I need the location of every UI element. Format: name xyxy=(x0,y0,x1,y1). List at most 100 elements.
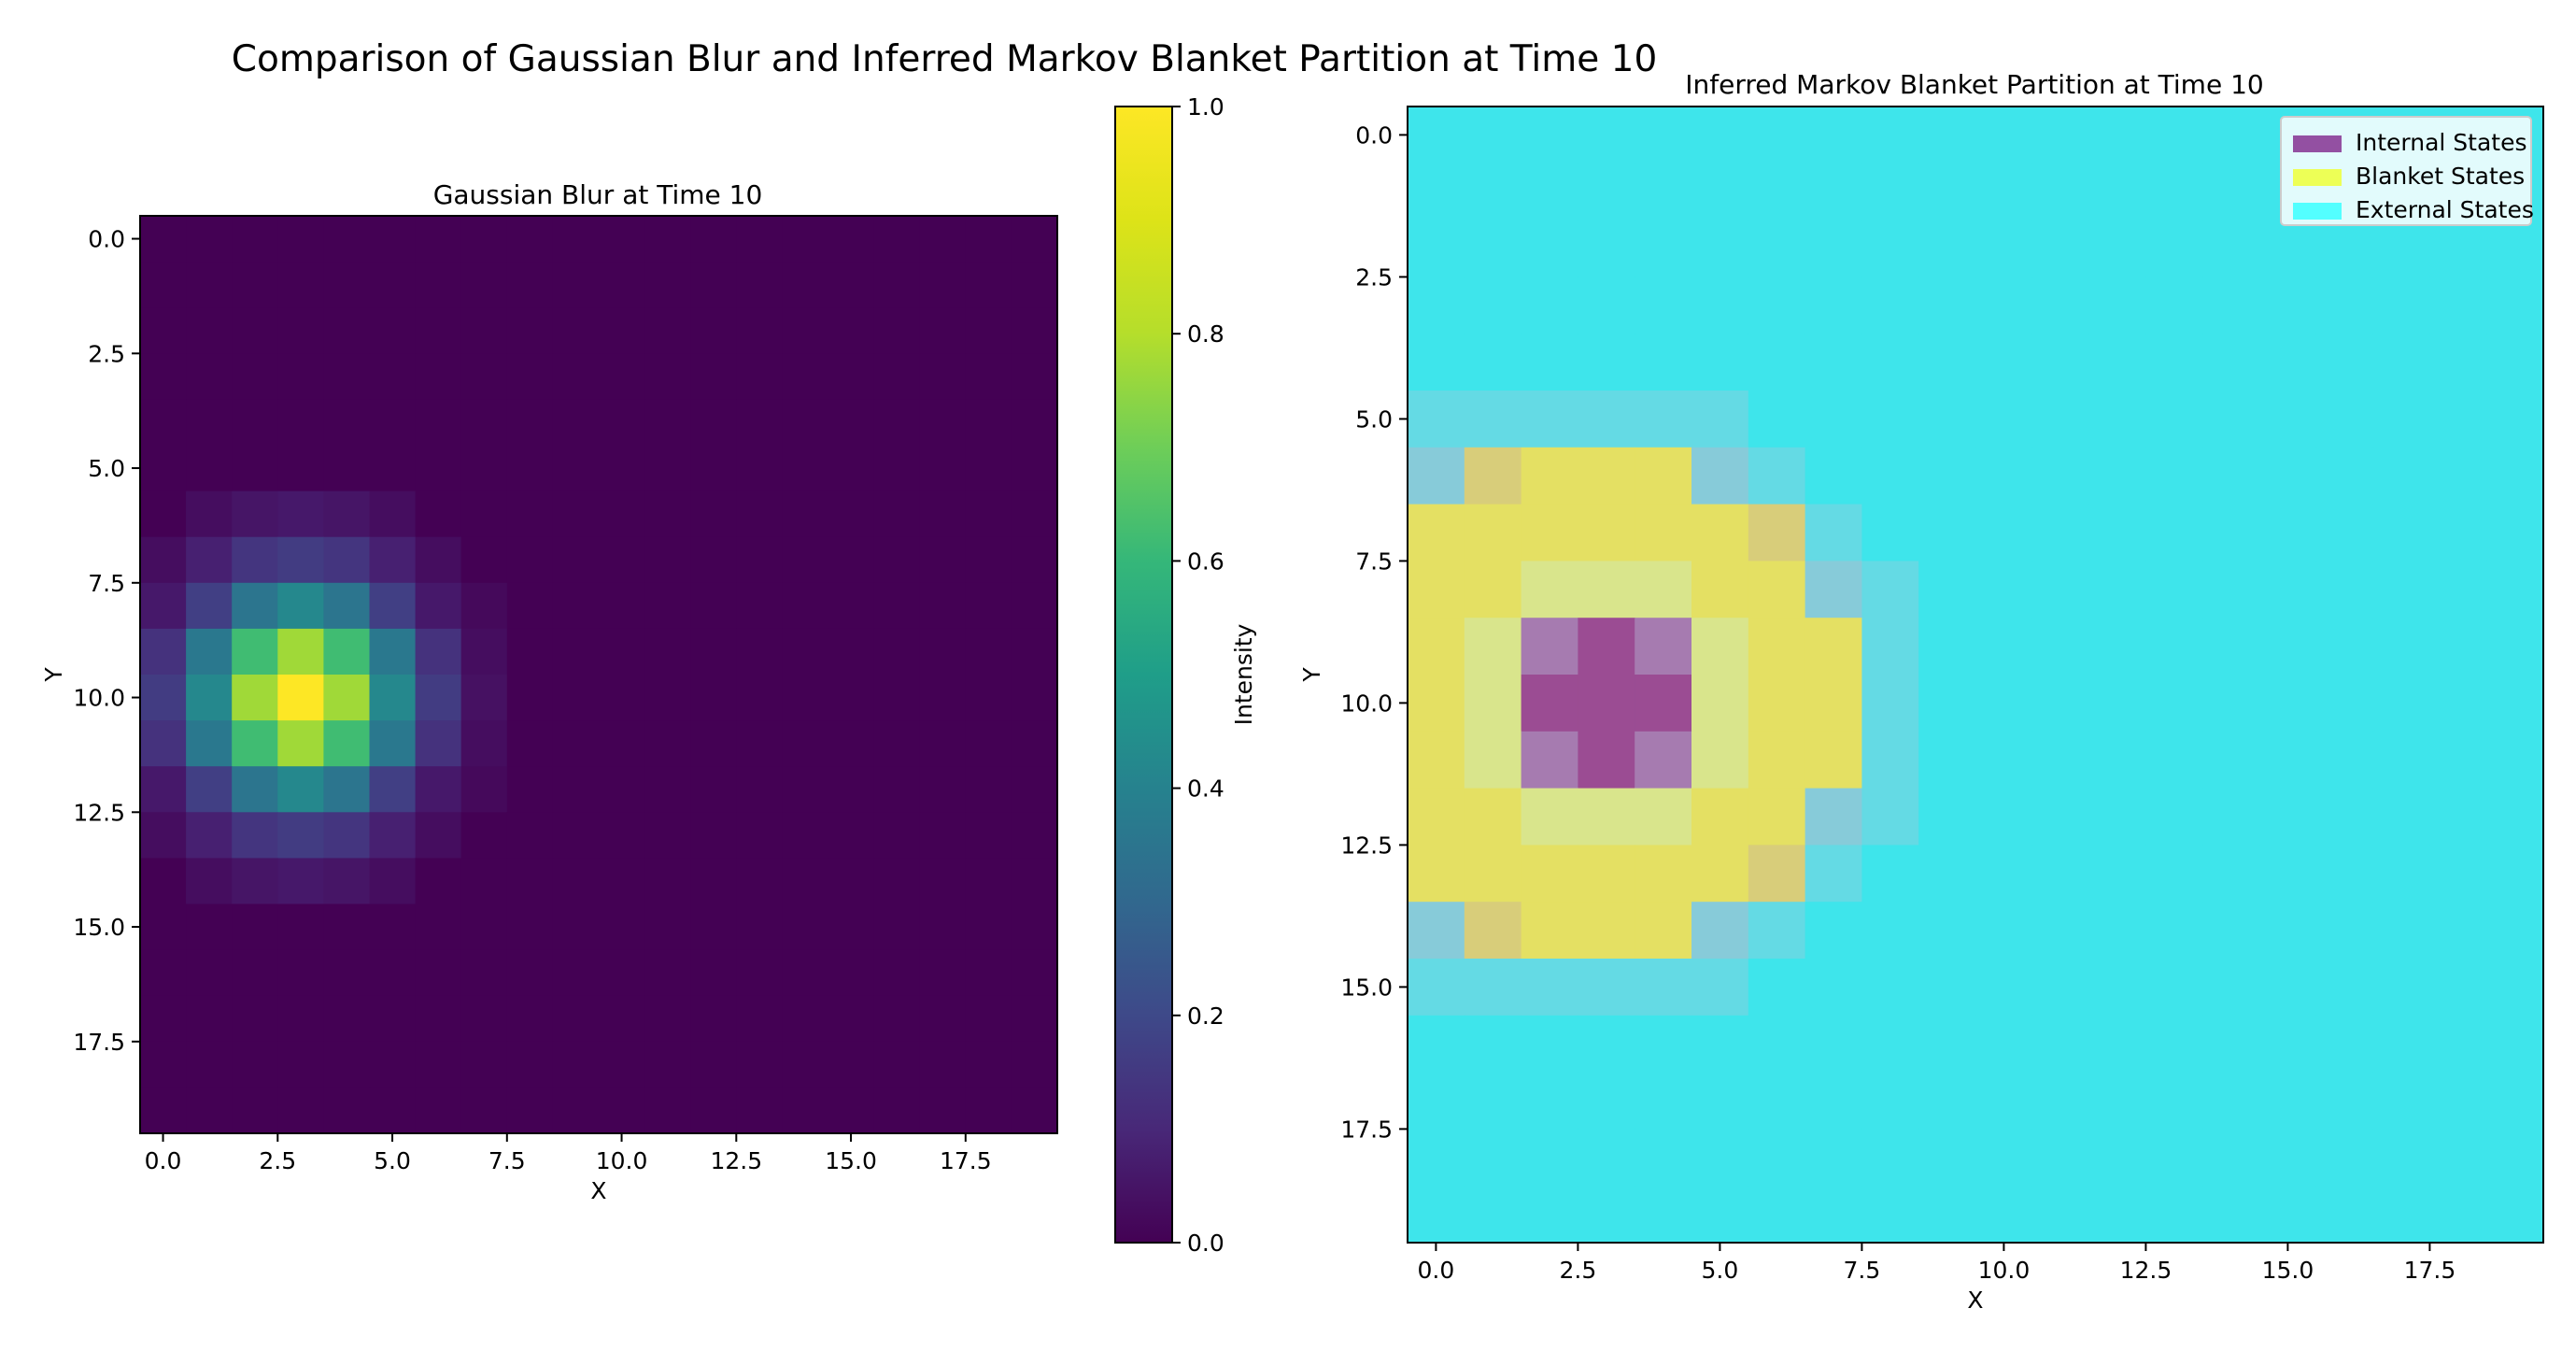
heatmap-cell xyxy=(369,949,417,997)
gaussian-y-ticks: 0.0 2.5 5.0 7.5 10.0 12.5 15.0 17.5 xyxy=(73,226,140,1056)
partition-cell xyxy=(2031,1129,2090,1187)
heatmap-cell xyxy=(873,949,921,997)
partition-cell xyxy=(1691,618,1749,676)
partition-cell xyxy=(1464,334,1522,391)
heatmap-cell xyxy=(644,582,691,630)
heatmap-cell xyxy=(690,628,737,676)
legend-swatch xyxy=(2293,203,2342,220)
partition-cell xyxy=(1748,1129,1806,1187)
partition-cell xyxy=(1408,504,1465,562)
heatmap-cell xyxy=(277,628,324,676)
heatmap-cell xyxy=(552,536,600,584)
heatmap-cell xyxy=(232,720,278,767)
partition-cell xyxy=(1521,391,1578,448)
heatmap-cell xyxy=(460,536,508,584)
heatmap-cell xyxy=(552,445,600,492)
x-tick-label: 0.0 xyxy=(1418,1257,1455,1284)
heatmap-cell xyxy=(828,995,875,1043)
heatmap-cell xyxy=(323,399,371,447)
heatmap-cell xyxy=(140,491,187,538)
heatmap-cell xyxy=(873,858,921,905)
heatmap-cell xyxy=(506,353,554,400)
partition-cell xyxy=(1805,731,1862,789)
partition-cell xyxy=(1861,731,1919,789)
partition-cell xyxy=(1408,1015,1465,1074)
heatmap-cell xyxy=(460,445,508,492)
partition-cell xyxy=(2202,845,2260,903)
partition-cell xyxy=(1635,731,1692,789)
x-tick-label: 15.0 xyxy=(2262,1257,2314,1284)
heatmap-cell xyxy=(277,1087,324,1134)
heatmap-cell xyxy=(599,675,645,721)
partition-cell xyxy=(2031,1186,2090,1244)
partition-cell xyxy=(1861,1129,1919,1187)
heatmap-cell xyxy=(782,720,829,767)
heatmap-cell xyxy=(552,1087,600,1134)
heatmap-cell xyxy=(919,491,967,538)
partition-cell xyxy=(2031,845,2090,903)
heatmap-cell xyxy=(919,995,967,1043)
y-tick-label: 10.0 xyxy=(73,685,125,712)
heatmap-cell xyxy=(323,720,371,767)
partition-cell xyxy=(2315,845,2374,903)
heatmap-cell xyxy=(828,307,875,354)
heatmap-cell xyxy=(232,353,278,400)
heatmap-cell xyxy=(186,766,233,813)
partition-cell xyxy=(2088,902,2146,960)
partition-cell xyxy=(2429,1072,2487,1130)
heatmap-cell xyxy=(965,628,1012,676)
heatmap-cell xyxy=(736,1087,783,1134)
heatmap-cell xyxy=(782,858,829,905)
heatmap-cell xyxy=(965,949,1012,997)
heatmap-cell xyxy=(277,353,324,400)
partition-cell xyxy=(1464,1072,1522,1130)
partition-cell xyxy=(1408,1186,1465,1244)
partition-cell xyxy=(2259,731,2317,789)
partition-cell xyxy=(2145,788,2203,846)
heatmap-cell xyxy=(1011,536,1058,584)
partition-cell xyxy=(1521,447,1578,505)
heatmap-cell xyxy=(506,445,554,492)
partition-cell xyxy=(2145,675,2203,732)
heatmap-cell xyxy=(460,216,508,263)
heatmap-cell xyxy=(599,995,645,1043)
heatmap-cell xyxy=(690,949,737,997)
legend-swatch xyxy=(2293,169,2342,186)
partition-cell xyxy=(1805,334,1862,391)
heatmap-cell xyxy=(506,399,554,447)
partition-cell xyxy=(2088,163,2146,221)
partition-cell xyxy=(1861,277,1919,334)
heatmap-cell xyxy=(552,949,600,997)
heatmap-cell xyxy=(415,582,462,630)
partition-cell xyxy=(1861,902,1919,960)
colorbar-tick-label: 0.6 xyxy=(1187,548,1224,575)
partition-cell xyxy=(1975,902,2033,960)
y-tick-label: 5.0 xyxy=(88,455,125,482)
heatmap-cell xyxy=(873,903,921,951)
heatmap-cell xyxy=(965,399,1012,447)
heatmap-cell xyxy=(232,949,278,997)
partition-cell xyxy=(1861,391,1919,448)
partition-cell xyxy=(2315,447,2374,505)
heatmap-cell xyxy=(415,949,462,997)
partition-cell xyxy=(2145,334,2203,391)
partition-cell xyxy=(1578,163,1635,221)
colorbar-label: Intensity xyxy=(1230,623,1257,725)
partition-cell xyxy=(1578,447,1635,505)
partition-cell xyxy=(2031,220,2090,277)
heatmap-cell xyxy=(552,903,600,951)
partition-cell xyxy=(2259,561,2317,619)
partition-cell xyxy=(1635,163,1692,221)
partition-cell xyxy=(2088,447,2146,505)
partition-cell xyxy=(2486,447,2544,505)
heatmap-cell xyxy=(599,858,645,905)
heatmap-cell xyxy=(186,720,233,767)
heatmap-cell xyxy=(690,858,737,905)
heatmap-cell xyxy=(552,582,600,630)
heatmap-cell xyxy=(873,628,921,676)
heatmap-cell xyxy=(140,949,187,997)
heatmap-cell xyxy=(782,216,829,263)
partition-cell xyxy=(1578,1015,1635,1074)
partition-cell xyxy=(1918,902,1976,960)
heatmap-cell xyxy=(415,399,462,447)
